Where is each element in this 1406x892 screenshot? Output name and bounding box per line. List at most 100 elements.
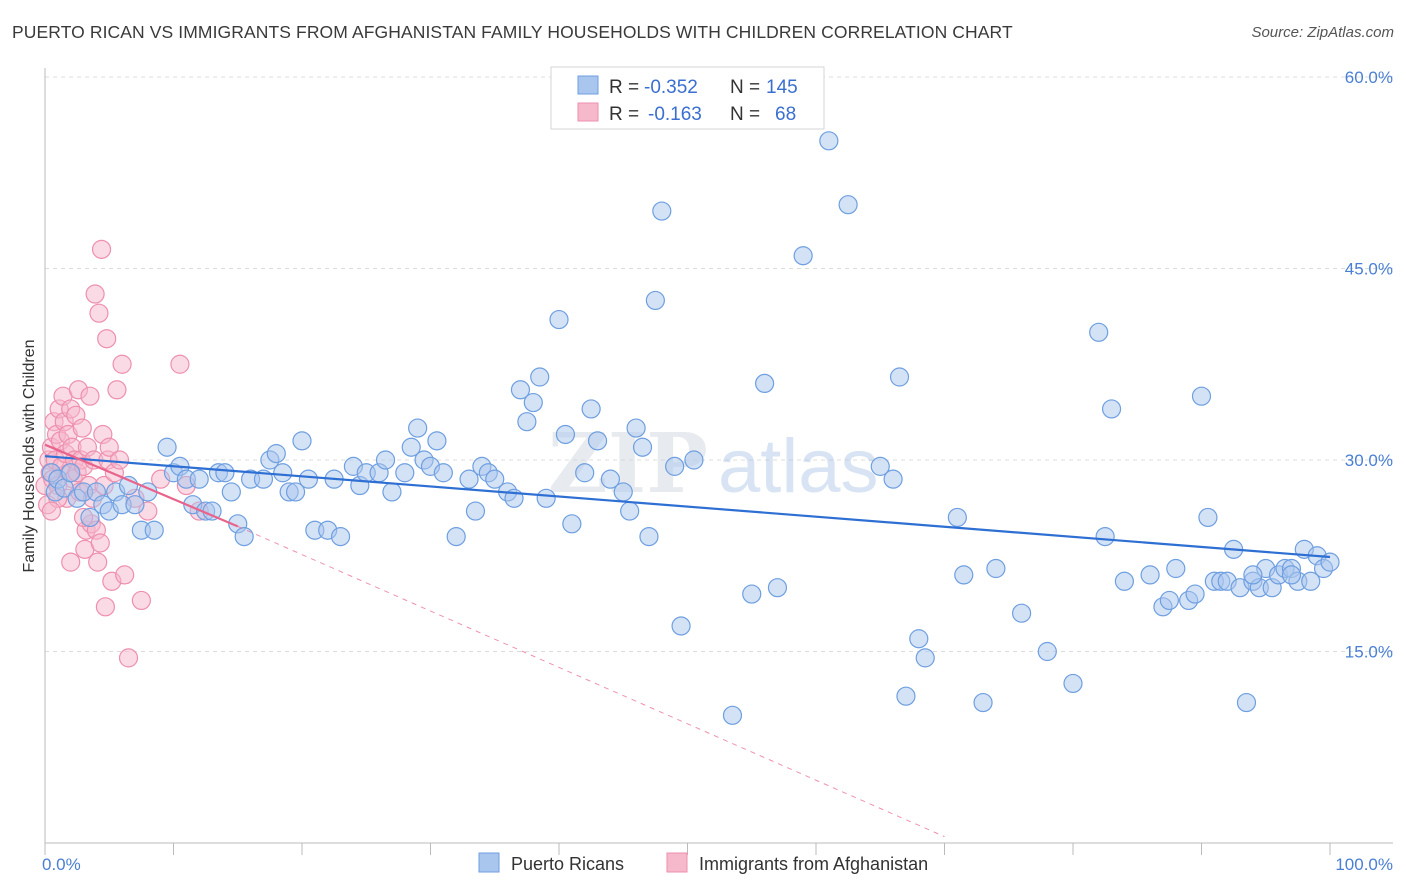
legend-r-value-2: -0.163 <box>648 104 702 125</box>
puerto-rican-point-100 <box>947 507 967 528</box>
y-tick-label-1: 30.0% <box>1345 451 1393 470</box>
puerto-rican-point-114 <box>1166 558 1186 579</box>
puerto-rican-point-59 <box>465 501 486 521</box>
trend-line-afghanistan-extension <box>237 525 945 838</box>
puerto-rican-point-90 <box>767 578 788 598</box>
puerto-rican-point-104 <box>1011 603 1032 623</box>
afghanistan-point-34 <box>80 386 100 406</box>
legend-swatch-pink <box>577 102 599 122</box>
puerto-rican-point-75 <box>587 431 608 451</box>
puerto-rican-point-102 <box>973 692 993 713</box>
afghanistan-point-43 <box>91 239 112 259</box>
puerto-rican-point-18 <box>157 437 177 457</box>
puerto-rican-point-84 <box>665 456 685 476</box>
y-tick-label-3: 60.0% <box>1345 68 1393 87</box>
puerto-rican-point-70 <box>549 309 569 330</box>
puerto-rican-point-99 <box>915 648 935 668</box>
puerto-rican-point-4 <box>61 463 81 483</box>
afghanistan-point-54 <box>112 354 132 374</box>
afghanistan-point-41 <box>89 303 109 323</box>
puerto-rican-point-86 <box>684 450 704 470</box>
puerto-rican-point-28 <box>221 482 241 502</box>
puerto-rican-point-73 <box>575 463 595 483</box>
puerto-rican-point-38 <box>292 431 312 451</box>
y-tick-label-2: 45.0% <box>1345 260 1393 279</box>
correlation-legend: R = -0.352 N = 145 R = -0.163 N = 68 <box>550 66 825 130</box>
puerto-rican-point-117 <box>1191 386 1212 406</box>
puerto-rican-point-108 <box>1095 526 1115 547</box>
puerto-rican-point-55 <box>427 431 447 451</box>
puerto-rican-point-14 <box>125 495 145 515</box>
puerto-rican-point-109 <box>1101 399 1122 419</box>
puerto-rican-point-124 <box>1236 692 1257 713</box>
trend-line-puerto-ricans <box>44 455 1331 559</box>
afghanistan-point-67 <box>41 501 62 521</box>
series-afghanistan-points <box>35 239 209 668</box>
afghanistan-point-55 <box>115 565 135 585</box>
puerto-rican-point-76 <box>600 469 621 489</box>
puerto-rican-point-95 <box>883 469 903 489</box>
afghanistan-point-49 <box>99 437 119 457</box>
puerto-rican-point-78 <box>620 501 640 521</box>
puerto-rican-point-103 <box>986 558 1006 579</box>
puerto-rican-point-93 <box>838 195 858 215</box>
puerto-rican-point-79 <box>626 418 646 438</box>
series-legend: Puerto Ricans Immigrants from Afghanista… <box>478 852 928 874</box>
puerto-rican-point-116 <box>1185 584 1205 604</box>
puerto-rican-point-58 <box>459 469 479 489</box>
puerto-rican-point-105 <box>1037 641 1057 662</box>
puerto-rican-point-106 <box>1063 673 1083 694</box>
puerto-rican-point-77 <box>613 482 633 502</box>
puerto-rican-point-65 <box>510 380 531 400</box>
trend-line-afghanistan <box>44 443 239 528</box>
puerto-rican-point-101 <box>954 565 974 585</box>
afghanistan-point-60 <box>170 354 190 374</box>
puerto-rican-point-118 <box>1198 507 1218 528</box>
puerto-rican-point-91 <box>793 246 813 266</box>
grid-lines <box>45 76 1393 652</box>
afghanistan-point-38 <box>85 284 105 304</box>
puerto-rican-point-52 <box>408 418 428 438</box>
afghanistan-point-58 <box>131 590 151 611</box>
chart-source: Source: ZipAtlas.com <box>1251 24 1394 41</box>
x-tick-label-max: 100.0% <box>1335 855 1393 874</box>
puerto-rican-point-87 <box>722 705 743 725</box>
y-tick-label-0: 15.0% <box>1345 643 1393 662</box>
bottom-legend-label-puerto-ricans: Puerto Ricans <box>511 854 624 874</box>
bottom-legend-label-afghanistan: Immigrants from Afghanistan <box>699 854 928 874</box>
puerto-rican-point-34 <box>266 444 286 464</box>
puerto-rican-point-39 <box>298 469 319 489</box>
puerto-rican-point-72 <box>562 514 582 534</box>
puerto-rican-point-107 <box>1089 322 1109 342</box>
afghanistan-point-47 <box>97 329 117 349</box>
puerto-rican-point-97 <box>896 686 916 706</box>
afghanistan-point-46 <box>95 597 115 617</box>
puerto-rican-point-83 <box>652 201 672 221</box>
y-axis-title: Family Households with Children <box>21 340 38 573</box>
chart-title: PUERTO RICAN VS IMMIGRANTS FROM AFGHANIS… <box>12 22 1013 42</box>
puerto-rican-point-71 <box>555 424 576 445</box>
puerto-rican-point-81 <box>639 526 659 547</box>
puerto-rican-point-68 <box>530 367 550 387</box>
x-tick-label-min: 0.0% <box>42 855 81 874</box>
afghanistan-point-56 <box>118 648 139 668</box>
puerto-rican-point-43 <box>330 526 351 547</box>
puerto-rican-point-51 <box>401 437 421 457</box>
puerto-rican-point-49 <box>382 482 402 502</box>
puerto-rican-point-92 <box>819 131 839 151</box>
puerto-rican-point-96 <box>889 367 910 387</box>
puerto-rican-point-88 <box>742 584 762 604</box>
puerto-rican-point-138 <box>1281 565 1302 585</box>
trend-lines <box>44 443 1331 838</box>
bottom-legend-swatch-pink <box>666 852 688 873</box>
legend-r-label-2: R = <box>609 104 639 125</box>
puerto-rican-point-80 <box>632 437 653 457</box>
y-tick-labels: 15.0% 30.0% 45.0% 60.0% <box>1345 68 1393 662</box>
puerto-rican-point-56 <box>433 463 453 483</box>
puerto-rican-point-27 <box>215 463 235 483</box>
puerto-rican-point-30 <box>234 526 254 547</box>
legend-swatch-blue <box>577 75 599 95</box>
afghanistan-point-28 <box>72 418 92 438</box>
afghanistan-point-42 <box>90 533 110 553</box>
